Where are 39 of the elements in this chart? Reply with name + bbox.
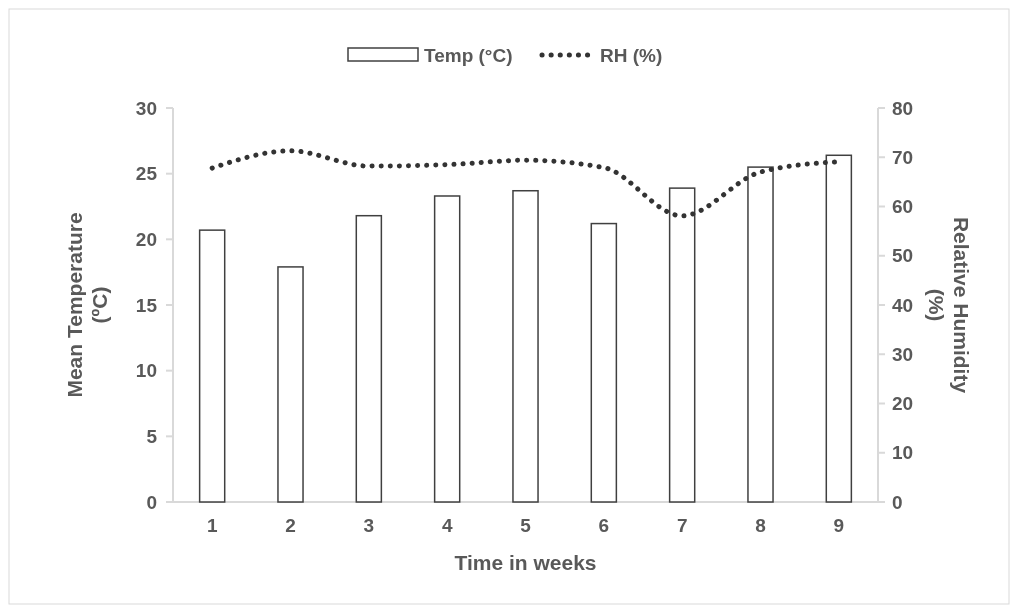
bar (590, 222, 618, 503)
x-tick-label: 2 (285, 515, 296, 536)
y-tick-label: 5 (146, 425, 158, 447)
bar (355, 214, 383, 503)
y2-tick-label: 0 (892, 491, 903, 513)
y2-tick-label: 50 (892, 245, 914, 267)
y2-tick-label: 60 (892, 196, 914, 218)
y2-tick-label: 10 (892, 442, 914, 464)
y-tick-label: 15 (135, 294, 158, 316)
x-tick-label: 8 (755, 515, 766, 536)
x-tick-label: 6 (598, 515, 610, 536)
y2-tick-label: 80 (892, 97, 914, 119)
bar (668, 187, 696, 503)
bar (825, 154, 853, 503)
x-tick-label: 4 (441, 515, 453, 536)
bar (198, 229, 226, 503)
x-tick-label: 9 (833, 515, 845, 536)
y-axis-title: Mean Temperature (ºC) (62, 212, 111, 398)
y-tick-label: 30 (135, 97, 157, 119)
x-axis-title: Time in weeks (454, 551, 597, 574)
y-tick-label: 25 (135, 163, 158, 185)
y2-tick-label: 20 (892, 393, 914, 415)
bar (512, 189, 539, 503)
y-tick-label: 20 (135, 228, 157, 250)
bar (433, 195, 461, 503)
bar (277, 266, 304, 503)
bar (747, 166, 774, 503)
y-tick-label: 0 (146, 491, 157, 513)
y2-tick-label: 30 (892, 343, 914, 365)
y2-axis-title: Relative Humidity (%) (925, 216, 974, 394)
legend-label: RH (%) (600, 44, 663, 66)
legend-label: Temp (°C) (424, 44, 513, 66)
x-tick-label: 1 (206, 515, 218, 536)
y-tick-label: 10 (135, 360, 157, 382)
x-tick-label: 7 (676, 515, 688, 536)
y2-tick-label: 40 (892, 294, 914, 316)
x-tick-label: 3 (363, 515, 375, 536)
x-tick-label: 5 (520, 515, 532, 536)
y2-tick-label: 70 (892, 146, 914, 168)
